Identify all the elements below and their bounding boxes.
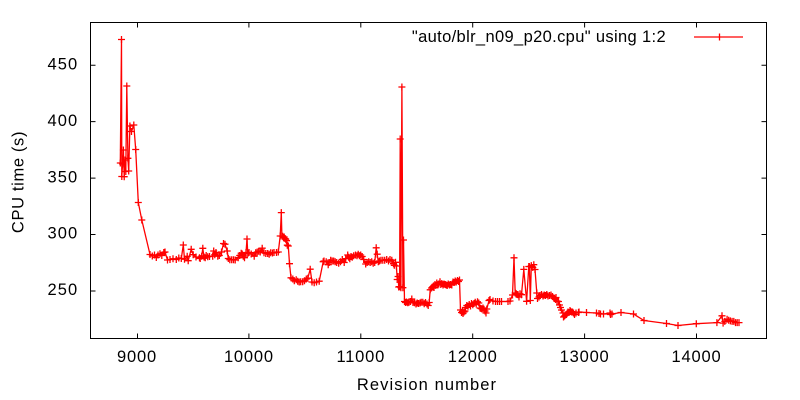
svg-text:400: 400: [47, 112, 78, 130]
svg-text:14000: 14000: [672, 348, 722, 366]
svg-text:10000: 10000: [224, 348, 274, 366]
svg-text:300: 300: [47, 225, 78, 243]
svg-text:13000: 13000: [560, 348, 610, 366]
svg-text:450: 450: [47, 55, 78, 73]
svg-text:250: 250: [47, 281, 78, 299]
svg-text:CPU time (s): CPU time (s): [10, 131, 28, 233]
svg-text:Revision number: Revision number: [357, 376, 497, 394]
svg-text:350: 350: [47, 168, 78, 186]
svg-text:11000: 11000: [336, 348, 385, 366]
svg-text:12000: 12000: [448, 348, 498, 366]
svg-text:9000: 9000: [117, 348, 157, 366]
svg-text:"auto/blr_n09_p20.cpu" using 1: "auto/blr_n09_p20.cpu" using 1:2: [412, 28, 666, 46]
